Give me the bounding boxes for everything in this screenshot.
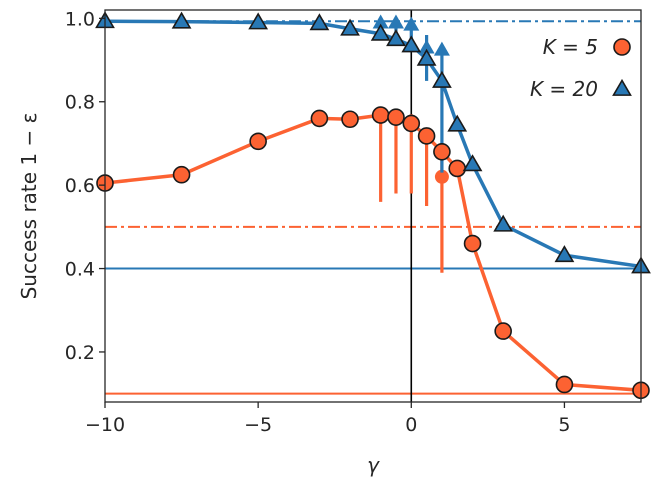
y-tick-label-0: 0.2 — [65, 342, 95, 364]
point-k20-2 — [248, 12, 269, 30]
x-tick-label-2: 0 — [405, 414, 417, 436]
plot-frame — [104, 9, 642, 403]
errorbar-mean-1-3 — [418, 39, 435, 54]
point-k20-4 — [340, 18, 360, 36]
legend-marker-k5 — [613, 38, 631, 56]
point-k20-3 — [309, 13, 330, 31]
point-k20-6 — [386, 29, 406, 47]
y-tick-label-3: 0.8 — [65, 92, 95, 114]
point-k20-7 — [401, 35, 422, 53]
x-tick-label-0: −10 — [85, 414, 125, 436]
errorbar-mean-1-1 — [387, 14, 404, 29]
errorbar-mean-1-2 — [403, 16, 420, 31]
legend-marker-k20 — [612, 78, 632, 96]
point-k5-1 — [172, 165, 191, 184]
point-k5-3 — [310, 109, 329, 128]
y-tick-label-4: 1.0 — [65, 8, 95, 30]
errorbar-mean-1-4 — [433, 41, 450, 56]
point-k20-1 — [171, 11, 192, 29]
series-layer — [95, 11, 651, 400]
point-k5-9 — [433, 142, 451, 161]
point-k20-8 — [416, 48, 437, 66]
x-tick-label-1: −5 — [244, 414, 272, 436]
y-tick-label-2: 0.6 — [65, 175, 95, 197]
point-k5-8 — [417, 127, 436, 145]
y-tick-label-1: 0.4 — [65, 259, 95, 281]
point-k5-12 — [494, 322, 512, 340]
point-k5-7 — [402, 114, 421, 133]
point-k5-5 — [371, 106, 390, 124]
point-k5-13 — [555, 375, 574, 394]
point-k5-4 — [341, 110, 359, 129]
legend: K = 5 K = 20 — [530, 35, 632, 101]
point-k20-10 — [447, 114, 468, 132]
errorbar-mean-1-0 — [372, 14, 389, 29]
point-k20-11 — [462, 154, 483, 172]
legend-label-k5: K = 5 — [543, 35, 598, 59]
point-k5-2 — [249, 132, 267, 151]
point-k20-12 — [493, 214, 514, 232]
point-k5-11 — [463, 234, 482, 253]
axis-ticks: −10 −5 0 5 0.2 0.4 0.6 0.8 1.0 — [65, 8, 571, 436]
errorbar-mean-0-4 — [434, 169, 449, 184]
point-k20-5 — [370, 23, 391, 41]
y-axis-label: Success rate 1 − ε — [17, 113, 41, 300]
reference-lines — [105, 10, 641, 402]
legend-label-k20: K = 20 — [530, 77, 598, 101]
point-k20-9 — [432, 70, 452, 88]
x-axis-label: γ — [367, 453, 380, 477]
point-k5-10 — [448, 159, 467, 178]
point-k5-6 — [387, 108, 405, 126]
point-k20-13 — [554, 245, 575, 263]
x-tick-label-3: 5 — [558, 414, 570, 436]
